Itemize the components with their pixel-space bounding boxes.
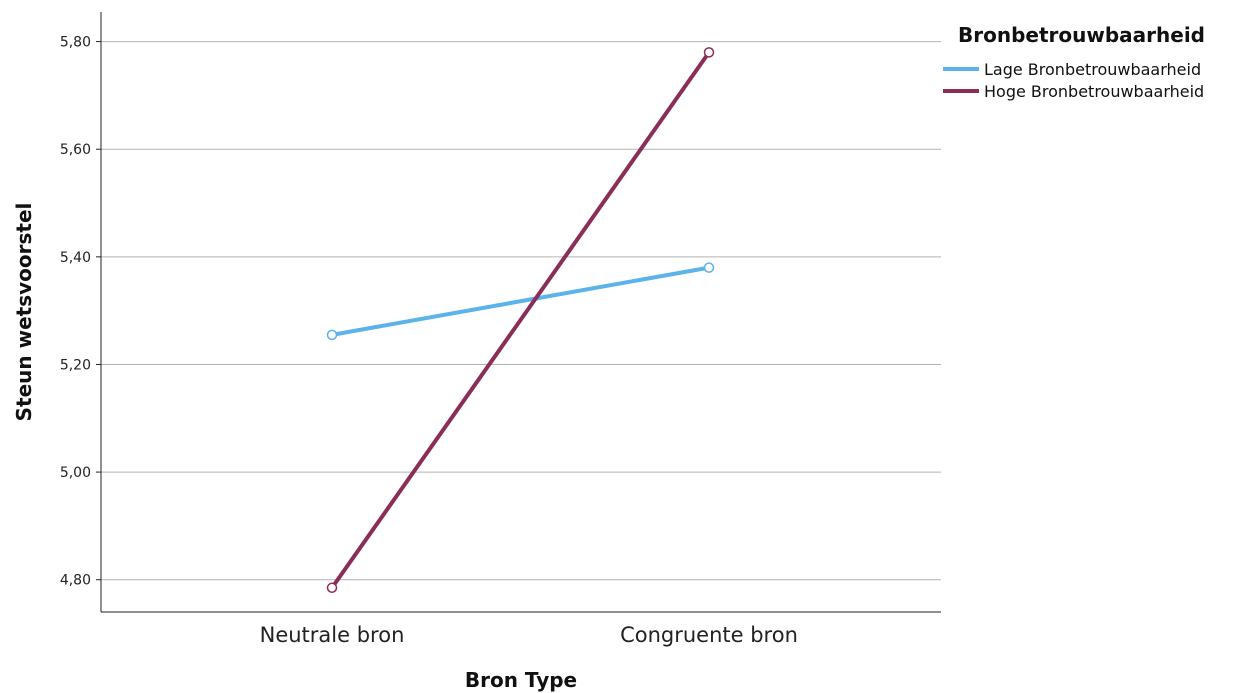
series-layer bbox=[326, 47, 715, 594]
legend: Bronbetrouwbaarheid Lage Bronbetrouwbaar… bbox=[943, 23, 1205, 101]
series-line-lage bbox=[330, 265, 711, 337]
y-tick-label: 5,00 bbox=[60, 465, 91, 481]
y-tick-label: 5,20 bbox=[60, 357, 91, 373]
x-tick-labels: Neutrale bron Congruente bron bbox=[260, 623, 798, 647]
x-axis-title: Bron Type bbox=[465, 668, 577, 692]
gridlines bbox=[101, 41, 941, 581]
y-axis-title: Steun wetsvoorstel bbox=[12, 203, 36, 422]
legend-label-hoge: Hoge Bronbetrouwbaarheid bbox=[984, 82, 1204, 101]
series-line-hoge bbox=[330, 50, 711, 590]
data-point bbox=[326, 329, 338, 341]
data-point bbox=[326, 582, 338, 594]
y-tick-label: 5,80 bbox=[60, 35, 91, 51]
axes bbox=[100, 12, 941, 613]
legend-label-lage: Lage Bronbetrouwbaarheid bbox=[984, 60, 1201, 79]
x-tick-label: Congruente bron bbox=[620, 623, 798, 647]
data-point bbox=[703, 47, 715, 58]
x-tick-label: Neutrale bron bbox=[260, 623, 405, 647]
legend-title: Bronbetrouwbaarheid bbox=[958, 23, 1205, 47]
data-point bbox=[703, 262, 715, 273]
y-tick-labels: 4,80 5,00 5,20 5,40 5,60 5,80 bbox=[60, 35, 101, 589]
y-tick-label: 5,40 bbox=[60, 250, 91, 266]
y-tick-label: 4,80 bbox=[60, 573, 91, 589]
y-tick-label: 5,60 bbox=[60, 142, 91, 158]
